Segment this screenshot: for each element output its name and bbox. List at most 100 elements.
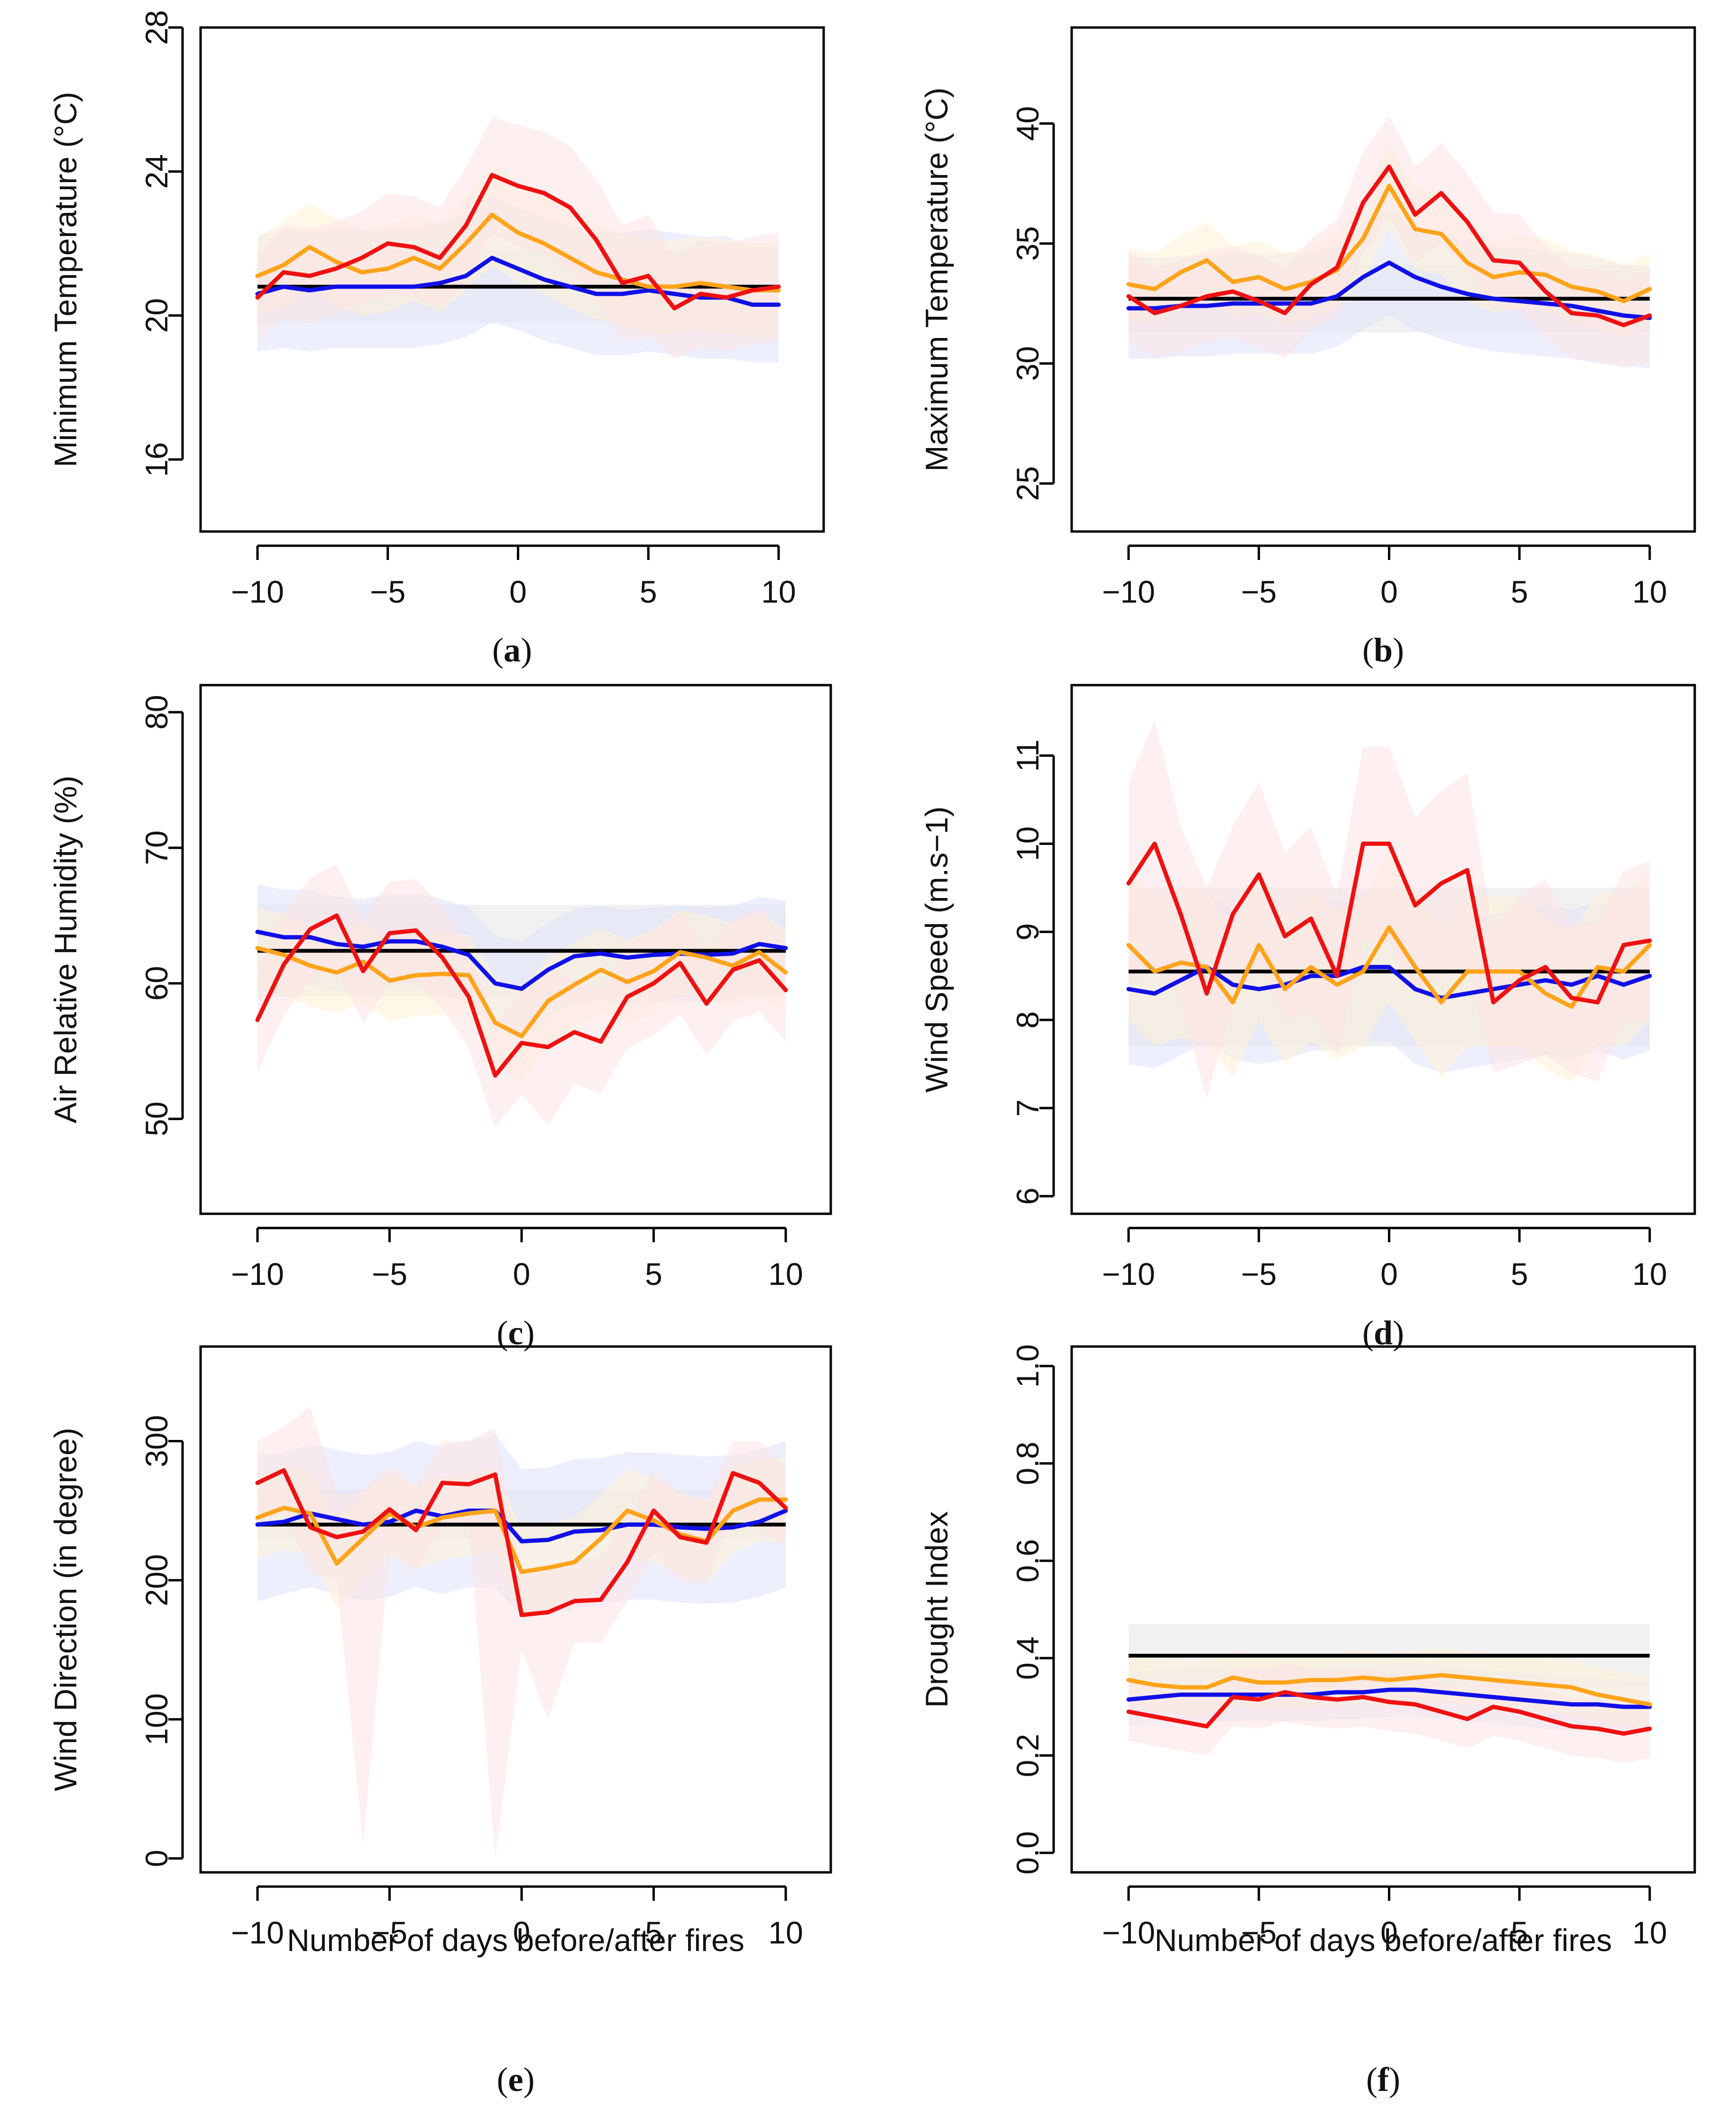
x-tick-label: 10: [1632, 1915, 1667, 1950]
panel-caption: (a): [492, 631, 532, 669]
panel-caption: (b): [1362, 631, 1404, 669]
y-tick-label: 80: [139, 695, 174, 729]
series-line-red: [255, 173, 781, 311]
y-tick-label: 100: [139, 1693, 174, 1745]
y-tick-label: 30: [1010, 346, 1045, 381]
x-tick-label: −5: [372, 1915, 407, 1950]
x-tick-label: 5: [645, 1915, 662, 1950]
series-line-red: [1126, 165, 1652, 328]
y-tick-label: 1.0: [1010, 1344, 1045, 1388]
y-tick-label: 28: [139, 10, 174, 45]
series-line-orange: [1126, 183, 1652, 303]
y-axis-label: Minimum Temperature (°C): [48, 92, 83, 467]
y-tick-label: 0: [139, 1850, 174, 1867]
panel-a: −10 −5 0 5 10 16 20 24 28 Minimum Temperature (°C…: [48, 10, 825, 669]
plot-area: [255, 864, 788, 1127]
plot-frame: [199, 26, 825, 533]
x-tick-label: 10: [768, 1915, 803, 1950]
x-tick-label: −10: [1102, 574, 1155, 609]
plot-frame: [1070, 684, 1696, 1215]
y-tick-label: 60: [139, 966, 174, 1000]
y-tick-label: 0.0: [1010, 1831, 1045, 1875]
band-red: [257, 864, 786, 1127]
y-tick-label: 10: [1010, 826, 1045, 861]
y-tick-label: 0.8: [1010, 1442, 1045, 1485]
y-tick-label: 40: [1010, 106, 1045, 141]
y-tick-label: 50: [139, 1101, 174, 1136]
series-line-red: [1126, 842, 1652, 1005]
plot-area: [1126, 116, 1652, 368]
x-tick-label: 5: [1511, 1915, 1528, 1950]
panel-caption: (e): [497, 2061, 535, 2099]
y-tick-label: 9: [1010, 923, 1045, 941]
panel-caption: (f): [1366, 2061, 1400, 2099]
x-tick-label: −5: [1241, 1256, 1277, 1292]
y-tick-label: 7: [1010, 1100, 1045, 1117]
y-axis-label: Drought Index: [919, 1511, 954, 1708]
y-tick-label: 6: [1010, 1187, 1045, 1205]
y-tick-label: 25: [1010, 466, 1045, 501]
plot-frame: [199, 684, 832, 1215]
plot-area: [255, 1406, 788, 1859]
panel-letter: a: [504, 631, 521, 669]
plot-frame: [1070, 1345, 1696, 1874]
y-tick-label: 35: [1010, 226, 1045, 261]
panel-f: −10 −5 0 5 10 0.0 0.2 0.4 0.6 0.8 1.0 Drought Index…: [919, 1344, 1696, 2099]
x-tick-label: 0: [513, 1256, 531, 1292]
series-line-orange: [255, 946, 788, 1038]
y-tick-label: 300: [139, 1415, 174, 1467]
panel-letter: b: [1374, 631, 1393, 669]
x-tick-label: −5: [1241, 574, 1277, 609]
x-tick-label: 0: [1380, 574, 1398, 609]
series-line-red: [255, 913, 788, 1078]
band-red: [257, 117, 779, 359]
x-tick-label: 10: [761, 574, 796, 609]
x-tick-label: −5: [372, 1256, 407, 1292]
x-tick-label: 10: [768, 1256, 803, 1292]
x-tick-label: 0: [1380, 1915, 1398, 1950]
panel-c: −10 −5 0 5 10 50 60 70 80 Air Relative Humidity (…: [48, 684, 832, 1352]
y-tick-label: 16: [139, 442, 174, 477]
y-tick-label: 200: [139, 1554, 174, 1606]
x-tick-label: −10: [231, 574, 284, 609]
y-tick-label: 11: [1010, 739, 1045, 772]
x-tick-label: −10: [231, 1915, 284, 1950]
y-tick-label: 8: [1010, 1011, 1045, 1029]
plot-area: [1126, 720, 1652, 1100]
x-tick-label: −5: [1241, 1915, 1277, 1950]
series-line-orange: [1126, 925, 1652, 1009]
x-tick-label: −10: [1102, 1915, 1155, 1950]
series-line-orange: [1126, 1673, 1652, 1707]
x-tick-label: 10: [1632, 1256, 1667, 1292]
x-tick-label: 0: [509, 574, 527, 609]
y-tick-label: 24: [139, 154, 174, 189]
panel-b: −10 −5 0 5 10 25 30 35 40 Maximum Temperature (°C…: [919, 26, 1696, 669]
panel-letter: f: [1378, 2061, 1389, 2099]
plot-frame: [1070, 26, 1696, 533]
x-axis-label: Number of days before/after fires: [1155, 1923, 1612, 1958]
band-red: [1129, 1663, 1650, 1763]
plot-frame: [199, 1345, 832, 1874]
x-tick-label: 5: [1511, 574, 1528, 609]
series-line-blue: [255, 1508, 788, 1544]
y-axis-label: Wind Direction (in degree): [48, 1428, 83, 1791]
x-tick-label: −10: [1102, 1256, 1155, 1292]
series-line-red: [1126, 1690, 1652, 1736]
x-tick-label: −5: [370, 574, 405, 609]
panel-caption: (c): [497, 1314, 535, 1352]
band-red: [1129, 720, 1650, 1100]
y-tick-label: 20: [139, 298, 174, 333]
x-tick-label: 0: [513, 1915, 531, 1950]
y-tick-label: 0.4: [1010, 1636, 1045, 1680]
series-line-red: [255, 1468, 788, 1617]
series-line-blue: [1126, 1687, 1652, 1709]
panel-letter: e: [508, 2061, 524, 2099]
y-axis-label: Maximum Temperature (°C): [919, 87, 954, 471]
x-tick-label: −10: [231, 1256, 284, 1292]
y-tick-label: 0.6: [1010, 1539, 1045, 1583]
y-axis-label: Wind Speed (m.s−1): [919, 807, 954, 1092]
x-tick-label: 5: [1511, 1256, 1528, 1292]
